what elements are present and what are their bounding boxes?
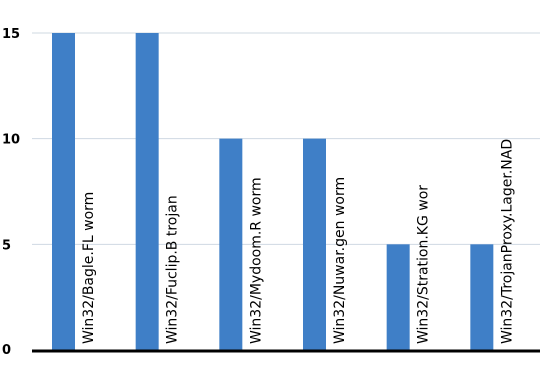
y-axis-ticks: 0 5 10 15 bbox=[2, 27, 20, 358]
bar bbox=[136, 33, 159, 350]
category-label: Win32/Stration.KG wor bbox=[416, 185, 432, 344]
y-tick-label: 15 bbox=[2, 27, 20, 42]
y-tick-label: 10 bbox=[2, 133, 20, 148]
y-tick-label: 0 bbox=[2, 343, 11, 358]
category-label: Win32/TrojanProxy.Lager.NAD bbox=[499, 139, 515, 344]
bar bbox=[219, 139, 242, 350]
gridlines bbox=[32, 33, 540, 244]
bar bbox=[52, 33, 75, 350]
bar bbox=[470, 244, 493, 350]
y-tick-label: 5 bbox=[2, 238, 11, 253]
category-label: Win32/Bagle.FL worm bbox=[81, 192, 97, 344]
bar bbox=[303, 139, 326, 350]
category-label: Win32/Fuclip.B trojan bbox=[165, 195, 181, 344]
category-label: Win32/Mydoom.R worm bbox=[248, 177, 264, 344]
category-label: Win32/Nuwar.gen worm bbox=[332, 177, 348, 344]
bar bbox=[387, 244, 410, 350]
